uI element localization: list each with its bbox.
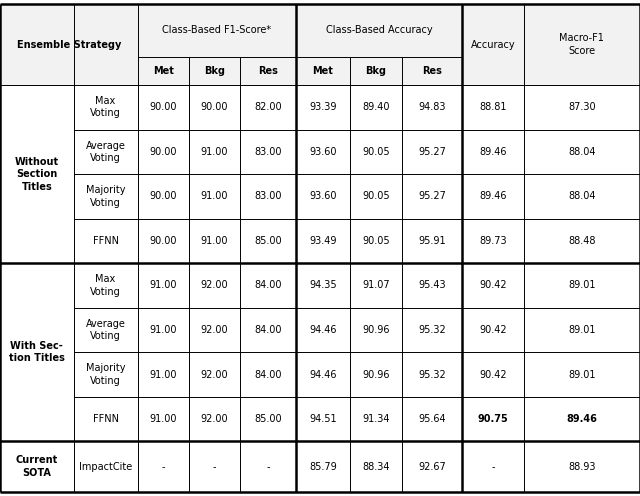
Text: Max
Voting: Max Voting [90,96,121,119]
Text: 89.73: 89.73 [479,236,507,246]
Text: 83.00: 83.00 [254,191,282,201]
Text: 88.04: 88.04 [568,147,595,157]
Text: -: - [161,462,165,472]
Text: 91.07: 91.07 [362,280,390,291]
Text: 82.00: 82.00 [254,102,282,112]
Text: With Sec-
tion Titles: With Sec- tion Titles [9,341,65,364]
Text: 90.42: 90.42 [479,280,507,291]
Text: 88.34: 88.34 [362,462,390,472]
Text: 87.30: 87.30 [568,102,596,112]
Text: 91.00: 91.00 [150,280,177,291]
Text: 89.40: 89.40 [362,102,390,112]
Text: 95.91: 95.91 [418,236,446,246]
Text: 95.64: 95.64 [418,414,446,424]
Text: 90.96: 90.96 [362,370,390,379]
Text: 90.05: 90.05 [362,191,390,201]
Text: 92.00: 92.00 [200,325,228,335]
Text: 90.42: 90.42 [479,370,507,379]
Text: Majority
Voting: Majority Voting [86,364,125,386]
Text: 91.00: 91.00 [150,414,177,424]
Text: 94.51: 94.51 [309,414,337,424]
Text: 90.96: 90.96 [362,325,390,335]
Text: 92.00: 92.00 [200,280,228,291]
Text: Average
Voting: Average Voting [86,319,125,341]
Text: 93.60: 93.60 [309,191,337,201]
Text: 91.34: 91.34 [362,414,390,424]
Text: 84.00: 84.00 [254,325,282,335]
Text: Class-Based F1-Score*: Class-Based F1-Score* [162,25,271,35]
Text: Res: Res [258,66,278,76]
Text: 88.04: 88.04 [568,191,595,201]
Text: 91.00: 91.00 [201,191,228,201]
Text: 91.00: 91.00 [201,236,228,246]
Text: 88.48: 88.48 [568,236,595,246]
Text: 94.46: 94.46 [309,325,337,335]
Text: Average
Voting: Average Voting [86,141,125,163]
Text: 93.60: 93.60 [309,147,337,157]
Text: 94.83: 94.83 [419,102,445,112]
Text: Met: Met [312,66,333,76]
Text: Current
SOTA: Current SOTA [15,455,58,478]
Text: Majority
Voting: Majority Voting [86,185,125,207]
Text: -: - [212,462,216,472]
Text: 89.46: 89.46 [479,191,506,201]
Text: 91.00: 91.00 [201,147,228,157]
Text: 93.39: 93.39 [309,102,337,112]
Text: 92.67: 92.67 [418,462,446,472]
Text: Bkg: Bkg [204,66,225,76]
Text: 88.81: 88.81 [479,102,506,112]
Text: ImpactCite: ImpactCite [79,462,132,472]
Text: 83.00: 83.00 [254,147,282,157]
Text: -: - [491,462,495,472]
Text: 90.75: 90.75 [477,414,508,424]
Text: Res: Res [422,66,442,76]
Text: 94.46: 94.46 [309,370,337,379]
Text: -: - [266,462,269,472]
Text: 90.00: 90.00 [201,102,228,112]
Text: 85.79: 85.79 [309,462,337,472]
Text: 93.49: 93.49 [309,236,337,246]
Text: 84.00: 84.00 [254,280,282,291]
Text: FFNN: FFNN [93,414,118,424]
Text: 89.46: 89.46 [479,147,506,157]
Text: 91.00: 91.00 [150,325,177,335]
Text: 91.00: 91.00 [150,370,177,379]
Text: Macro-F1
Score: Macro-F1 Score [559,33,604,56]
Text: 85.00: 85.00 [254,414,282,424]
Text: FFNN: FFNN [93,236,118,246]
Text: 90.00: 90.00 [150,236,177,246]
Text: 90.42: 90.42 [479,325,507,335]
Text: 92.00: 92.00 [200,370,228,379]
Text: Bkg: Bkg [365,66,387,76]
Text: 95.32: 95.32 [418,325,446,335]
Text: 89.01: 89.01 [568,370,595,379]
Text: 89.01: 89.01 [568,325,595,335]
Text: 92.00: 92.00 [200,414,228,424]
Text: Without
Section
Titles: Without Section Titles [15,157,59,191]
Text: Ensemble Strategy: Ensemble Strategy [17,40,121,50]
Text: 94.35: 94.35 [309,280,337,291]
Text: 95.27: 95.27 [418,147,446,157]
Text: 89.46: 89.46 [566,414,597,424]
Text: Met: Met [153,66,173,76]
Text: Class-Based Accuracy: Class-Based Accuracy [326,25,432,35]
Text: 89.01: 89.01 [568,280,595,291]
Text: 90.05: 90.05 [362,147,390,157]
Text: 90.00: 90.00 [150,147,177,157]
Bar [0,4,640,85]
Text: Max
Voting: Max Voting [90,274,121,297]
Text: 84.00: 84.00 [254,370,282,379]
Text: 90.00: 90.00 [150,191,177,201]
Text: 90.00: 90.00 [150,102,177,112]
Text: 85.00: 85.00 [254,236,282,246]
Text: 95.32: 95.32 [418,370,446,379]
Text: 88.93: 88.93 [568,462,595,472]
Text: 90.05: 90.05 [362,236,390,246]
Text: 95.43: 95.43 [418,280,446,291]
Text: Accuracy: Accuracy [470,40,515,50]
Text: 95.27: 95.27 [418,191,446,201]
